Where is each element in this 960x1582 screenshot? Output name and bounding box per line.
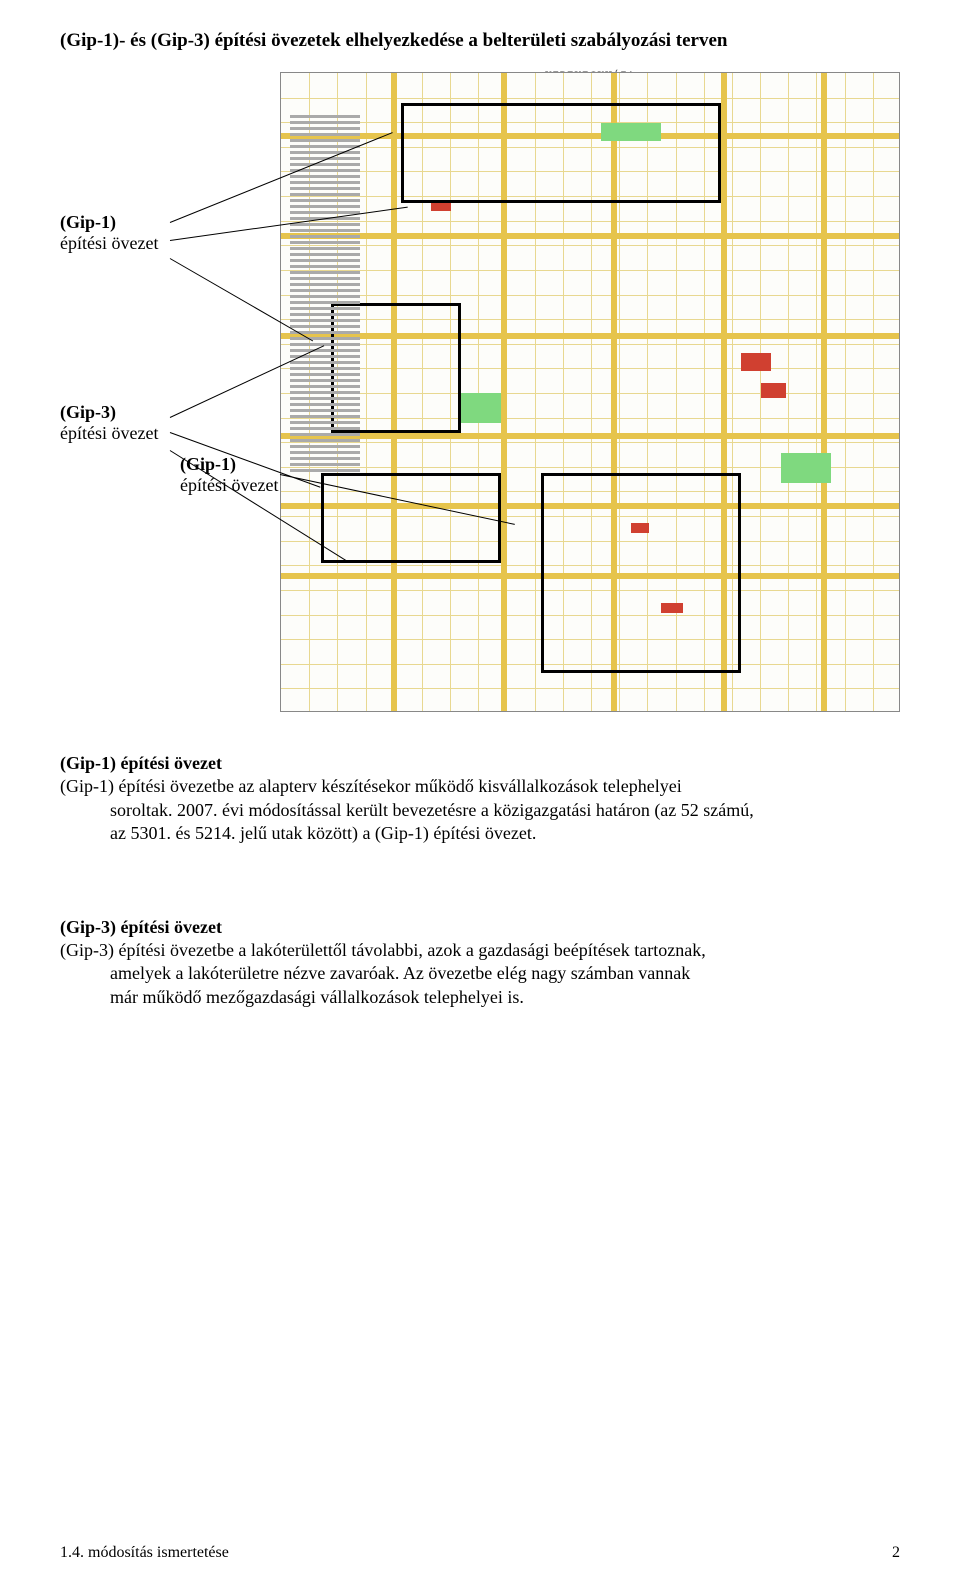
footer-page-number: 2: [892, 1544, 900, 1562]
map-section: KEREKEGYHÁZA (Gip-1) építési övezet (Gip…: [60, 72, 900, 712]
page-title: (Gip-1)- és (Gip-3) építési övezetek elh…: [60, 30, 900, 52]
page-footer: 1.4. módosítás ismertetése 2: [60, 1544, 900, 1562]
callout-label-text: építési övezet: [60, 233, 158, 253]
paragraph-gip1: (Gip-1) építési övezet (Gip-1) építési ö…: [60, 752, 900, 846]
callout-label-code: (Gip-1): [60, 212, 116, 232]
zoning-map: [280, 72, 900, 712]
para-line: (Gip-1) építési övezetbe az alapterv kés…: [60, 775, 900, 798]
para-line: soroltak. 2007. évi módosítással került …: [60, 799, 900, 822]
callout-label-text: építési övezet: [60, 423, 158, 443]
para-line: amelyek a lakóterületre nézve zavaróak. …: [60, 962, 900, 985]
callout-label-code: (Gip-1): [180, 454, 236, 474]
para-line: az 5301. és 5214. jelű utak között) a (G…: [60, 822, 900, 845]
callout-gip3-left: (Gip-3) építési övezet: [60, 402, 158, 444]
callout-gip1-right: (Gip-1) építési övezet: [180, 454, 278, 496]
callout-gip1-top: (Gip-1) építési övezet: [60, 212, 158, 254]
map-legend: [290, 112, 360, 612]
paragraph-gip3: (Gip-3) építési övezet (Gip-3) építési ö…: [60, 916, 900, 1010]
callout-label-text: építési övezet: [180, 475, 278, 495]
para-line: már működő mezőgazdasági vállalkozások t…: [60, 986, 900, 1009]
callout-label-code: (Gip-3): [60, 402, 116, 422]
footer-left: 1.4. módosítás ismertetése: [60, 1544, 229, 1562]
para-heading: (Gip-1) építési övezet: [60, 752, 900, 775]
para-line: (Gip-3) építési övezetbe a lakóterülettő…: [60, 939, 900, 962]
para-heading: (Gip-3) építési övezet: [60, 916, 900, 939]
